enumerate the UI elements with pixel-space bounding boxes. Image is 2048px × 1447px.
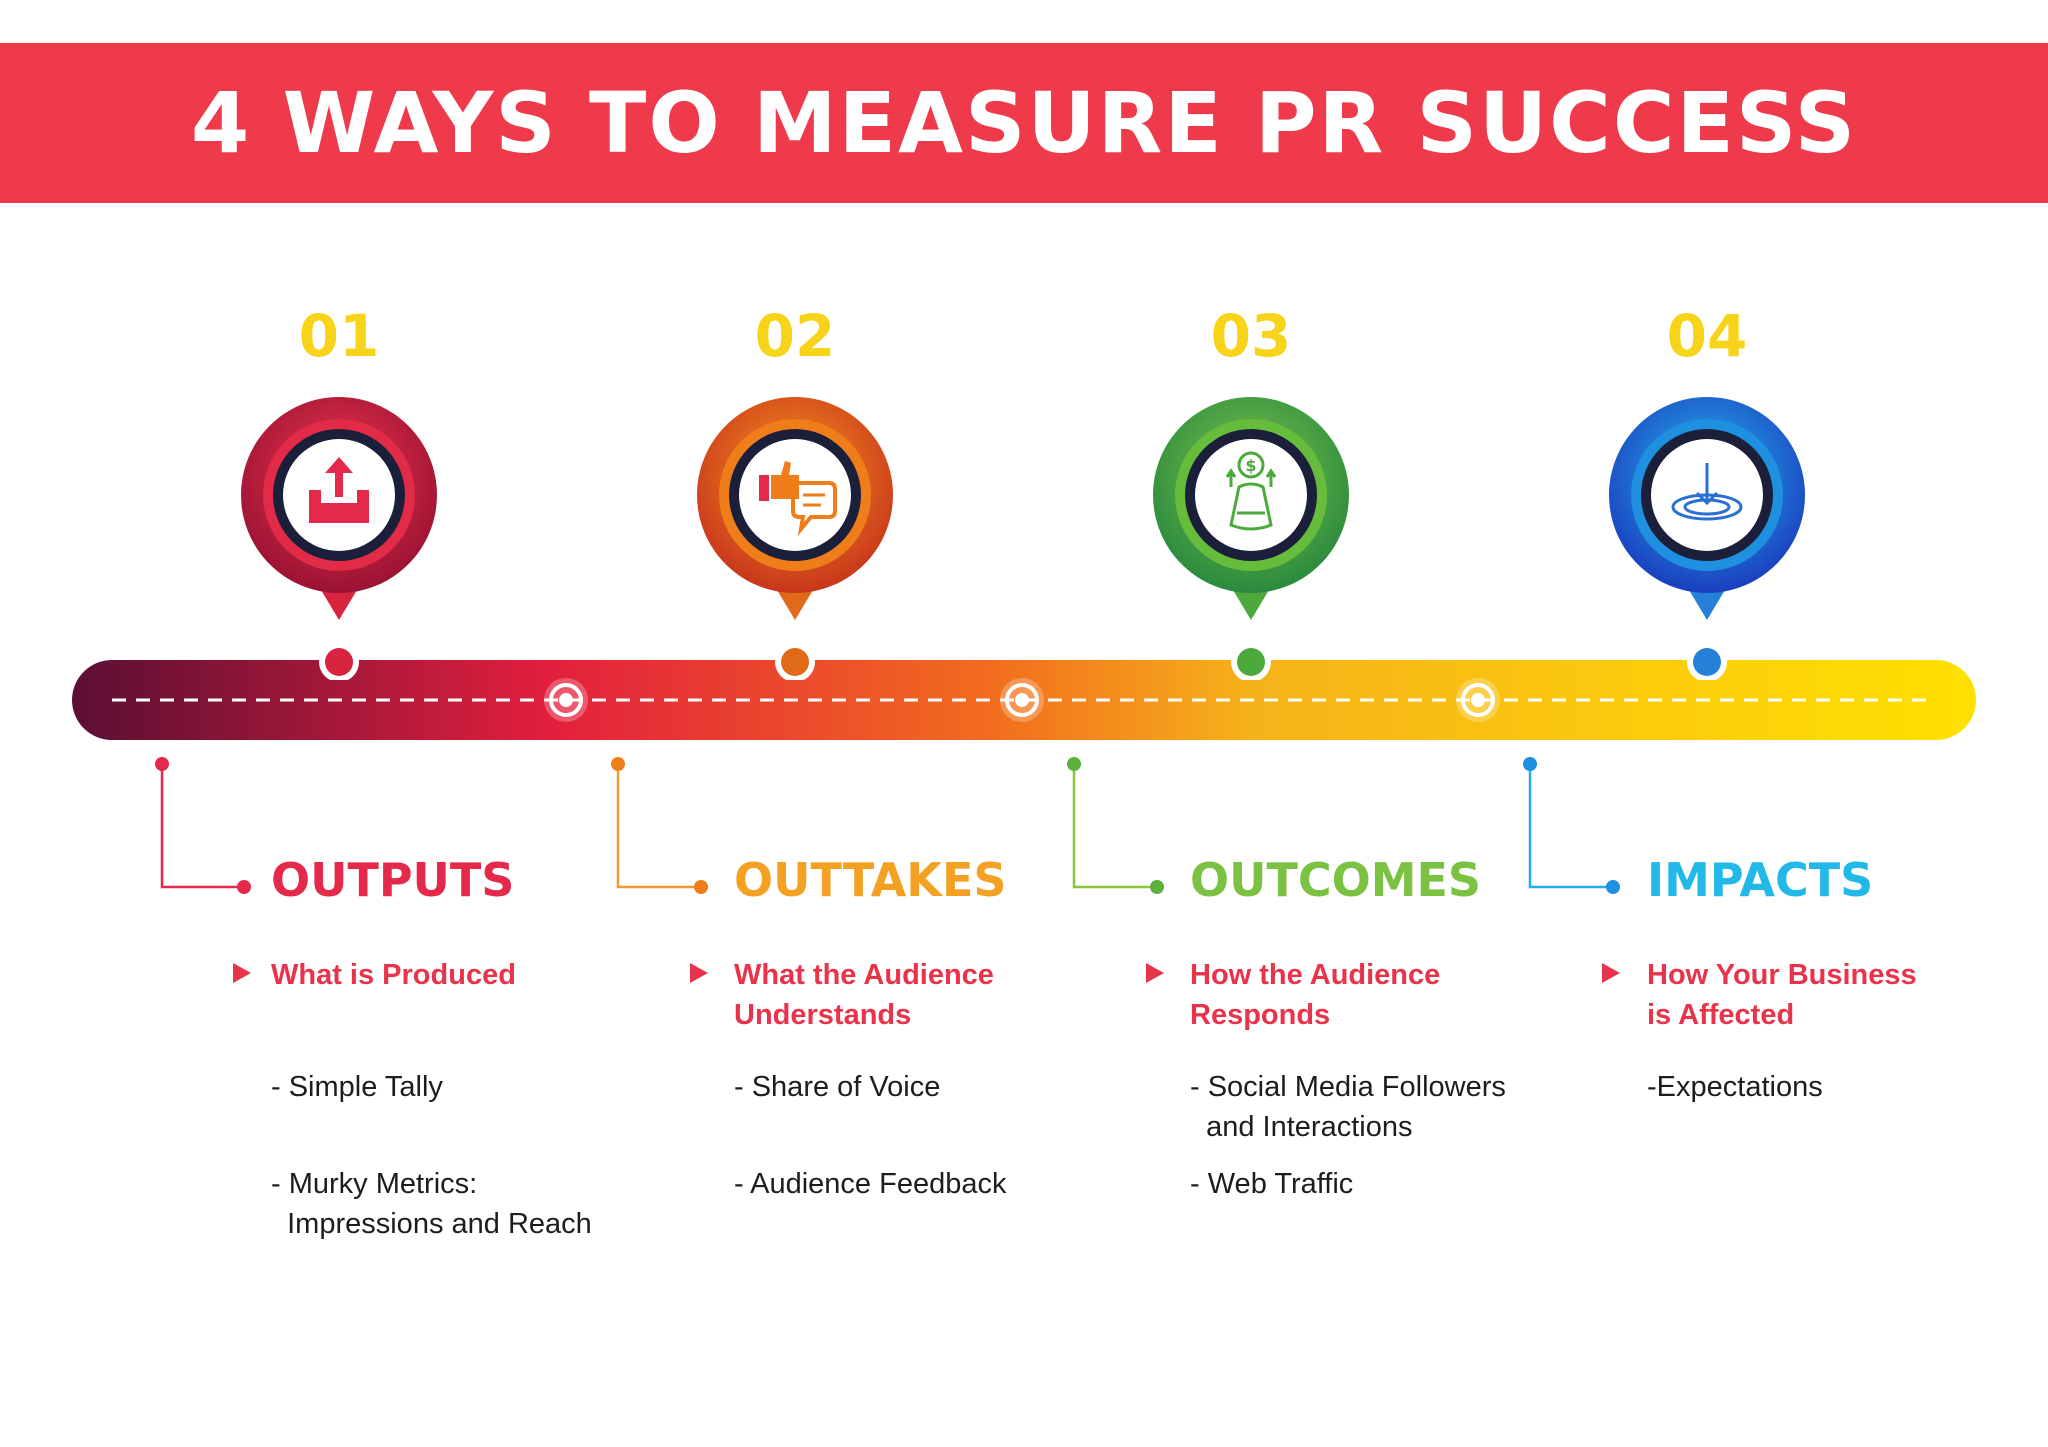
connector-outtakes	[616, 764, 701, 889]
step-number-03: 03	[1210, 302, 1292, 370]
pin-dot-impacts	[1693, 648, 1721, 676]
metric-item: -Expectations	[1647, 1071, 1823, 1103]
arrow-bullet-icon	[233, 963, 251, 983]
metric-item: - Murky Metrics: Impressions and Reach	[271, 1168, 592, 1240]
pin-outcomes: $	[1151, 395, 1351, 625]
timeline-node-3	[1456, 678, 1500, 722]
category-outtakes: OUTTAKES	[734, 853, 1007, 907]
pin-impacts	[1607, 395, 1807, 625]
connectors	[155, 757, 1620, 894]
subtitle-outtakes: What the Audience Understands	[734, 959, 994, 1031]
connector-impacts	[1528, 764, 1613, 889]
category-outputs: OUTPUTS	[271, 853, 515, 907]
metric-item: - Simple Tally	[271, 1071, 443, 1103]
connector-outcomes	[1072, 764, 1157, 889]
pin-dots	[319, 642, 1727, 680]
svg-text:$: $	[1245, 456, 1256, 475]
subtitle-outputs: What is Produced	[271, 959, 516, 991]
arrow-bullet-icon	[1146, 963, 1164, 983]
page-title: 4 WAYS TO MEASURE PR SUCCESS	[190, 74, 1858, 172]
metric-item: - Social Media Followers and Interaction…	[1190, 1071, 1506, 1143]
timeline-bar	[72, 660, 1976, 740]
category-outcomes: OUTCOMES	[1190, 853, 1482, 907]
connector-outputs	[160, 764, 244, 889]
pin-outputs	[239, 395, 439, 625]
step-number-01: 01	[298, 302, 380, 370]
category-impacts: IMPACTS	[1647, 853, 1874, 907]
thumbs-up-chat-icon	[759, 461, 837, 536]
metric-item: - Web Traffic	[1190, 1168, 1354, 1200]
download-target-icon	[1671, 463, 1743, 521]
timeline-node-1	[544, 678, 588, 722]
pin-outtakes	[695, 395, 895, 625]
pin-dot-outcomes	[1237, 648, 1265, 676]
pin-dot-outputs	[325, 648, 353, 676]
metric-item: - Audience Feedback	[734, 1168, 1007, 1200]
subtitle-impacts: How Your Business is Affected	[1647, 959, 1917, 1031]
subtitle-outcomes: How the Audience Responds	[1190, 959, 1441, 1031]
metric-item: - Share of Voice	[734, 1071, 941, 1103]
arrow-bullet-icon	[1602, 963, 1620, 983]
pin-dot-outtakes	[781, 648, 809, 676]
title-banner: 4 WAYS TO MEASURE PR SUCCESS	[0, 43, 2048, 203]
timeline-node-2	[1000, 678, 1044, 722]
step-number-02: 02	[754, 302, 836, 370]
inbox-upload-icon	[309, 457, 369, 523]
money-bag-icon	[1225, 451, 1277, 531]
step-number-04: 04	[1666, 302, 1748, 370]
arrow-bullet-icon	[690, 963, 708, 983]
